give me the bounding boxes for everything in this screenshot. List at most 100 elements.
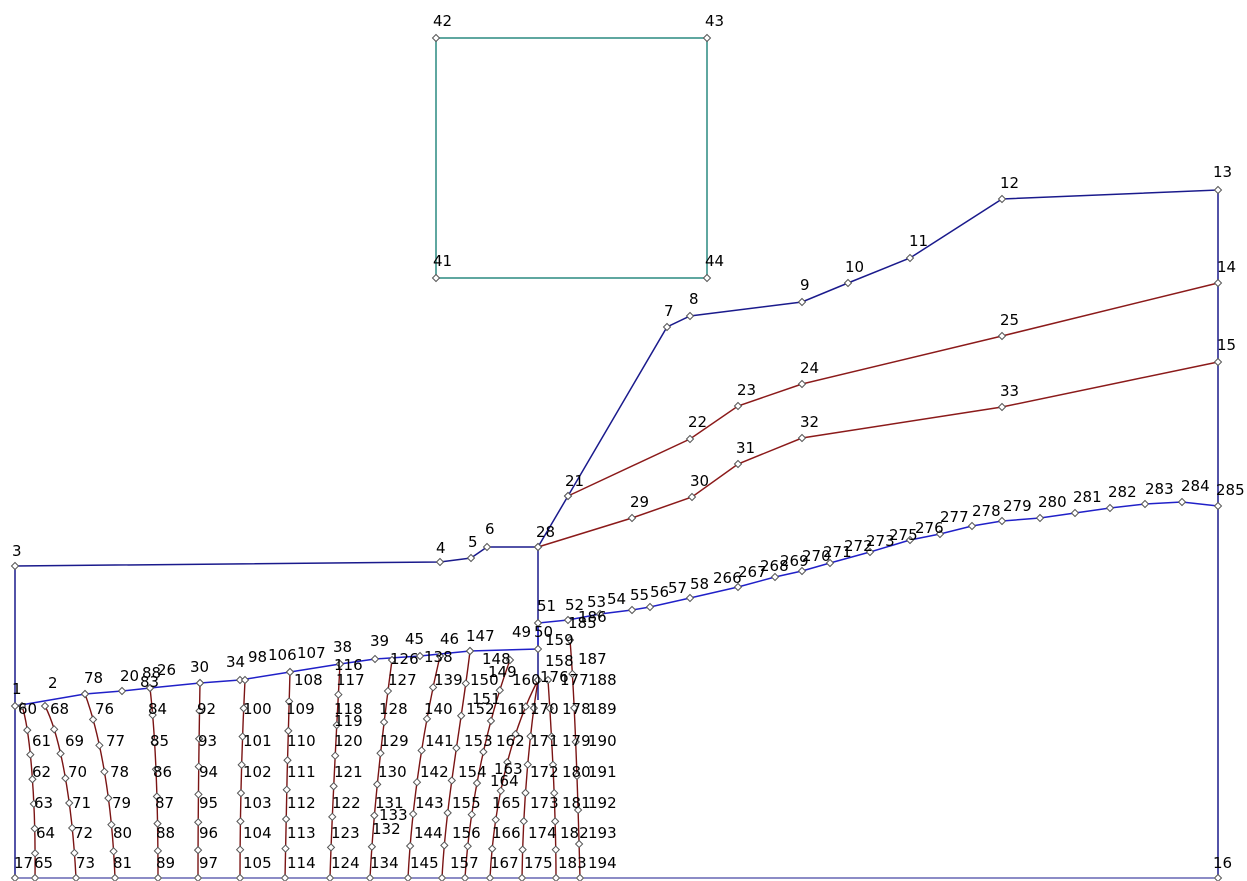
node-marker (467, 810, 476, 819)
node-label: 177 (560, 671, 589, 689)
node-label: 22 (688, 413, 707, 431)
node-marker (335, 659, 345, 669)
node-marker (685, 311, 695, 321)
node-label: 272 (844, 537, 873, 555)
node-label: 273 (866, 532, 895, 550)
node-label: 42 (433, 12, 452, 30)
node-label: 95 (199, 794, 218, 812)
node-label: 92 (197, 700, 216, 718)
node-label: 173 (530, 794, 559, 812)
node-label: 277 (940, 508, 969, 526)
node-marker (67, 823, 77, 833)
node-marker (997, 194, 1007, 204)
node-marker (151, 765, 161, 774)
node-marker (1213, 357, 1223, 367)
node-label: 15 (1217, 336, 1236, 354)
node-label: 11 (909, 232, 928, 250)
node-label: 127 (388, 671, 417, 689)
node-label: 275 (889, 526, 918, 544)
node-marker (505, 655, 515, 665)
node-marker (387, 655, 397, 665)
node-marker (28, 775, 37, 784)
node-label: 44 (705, 252, 724, 270)
node-label: 189 (588, 700, 617, 718)
node-label: 181 (562, 794, 591, 812)
node-label: 279 (1003, 497, 1032, 515)
node-marker (573, 805, 583, 815)
node-label: 3 (12, 542, 22, 560)
node-label: 57 (668, 579, 687, 597)
node-marker (56, 749, 65, 758)
node-marker (551, 873, 561, 881)
node-label: 9 (800, 276, 810, 294)
node-marker (482, 542, 492, 552)
node-label: 176 (540, 668, 569, 686)
node-marker (10, 701, 20, 711)
node-label: 149 (488, 663, 517, 681)
node-marker (237, 760, 246, 770)
node-label: 183 (558, 854, 587, 872)
node-label: 72 (74, 824, 93, 842)
node-marker (435, 557, 445, 567)
node-label: 21 (565, 472, 584, 490)
node-marker (997, 331, 1007, 341)
node-label: 165 (492, 794, 521, 812)
node-label: 191 (588, 763, 617, 781)
node-marker (235, 845, 245, 854)
node-label: 159 (545, 631, 574, 649)
node-label: 153 (464, 732, 493, 750)
node-marker (565, 635, 575, 645)
node-marker (551, 845, 560, 854)
node-marker (194, 734, 204, 743)
node-marker (662, 322, 672, 332)
node-label: 4 (436, 539, 446, 557)
node-label: 132 (372, 820, 401, 838)
node-label: 104 (243, 824, 272, 842)
node-marker (547, 732, 556, 741)
node-label: 20 (120, 667, 139, 685)
node-marker (100, 767, 109, 776)
node-marker (282, 785, 291, 794)
node-marker (23, 725, 32, 735)
node-label: 170 (530, 700, 559, 718)
node-marker (571, 737, 580, 747)
node-marker (685, 434, 695, 444)
node-marker (193, 845, 203, 855)
node-marker (1213, 185, 1223, 195)
node-label: 281 (1073, 488, 1102, 506)
node-marker (526, 732, 535, 741)
node-marker (285, 667, 295, 677)
node-marker (519, 817, 529, 826)
node-label: 13 (1213, 163, 1232, 181)
node-label: 32 (800, 413, 819, 431)
node-label: 144 (414, 824, 443, 842)
node-marker (563, 491, 573, 501)
node-marker (570, 703, 579, 713)
node-marker (997, 516, 1007, 526)
node-marker (452, 743, 461, 753)
node-label: 62 (32, 763, 51, 781)
node-marker (403, 873, 413, 881)
node-label: 182 (560, 824, 589, 842)
node-marker (417, 746, 426, 755)
node-label: 111 (287, 763, 316, 781)
node-label: 143 (415, 794, 444, 812)
node-marker (770, 572, 780, 582)
node-label: 89 (156, 854, 175, 872)
node-label: 56 (650, 583, 669, 601)
node-marker (645, 602, 655, 612)
node-marker (797, 433, 807, 443)
node-marker (733, 459, 743, 469)
node-marker (280, 873, 290, 881)
node-label: 185 (568, 614, 597, 632)
node-label: 155 (452, 794, 481, 812)
node-label: 46 (440, 630, 459, 648)
node-label: 55 (630, 586, 649, 604)
node-label: 158 (545, 652, 574, 670)
node-label: 269 (780, 552, 809, 570)
node-marker (281, 844, 290, 853)
node-label: 43 (705, 12, 724, 30)
node-label: 124 (331, 854, 360, 872)
node-label: 283 (1145, 480, 1174, 498)
node-label: 178 (562, 700, 591, 718)
